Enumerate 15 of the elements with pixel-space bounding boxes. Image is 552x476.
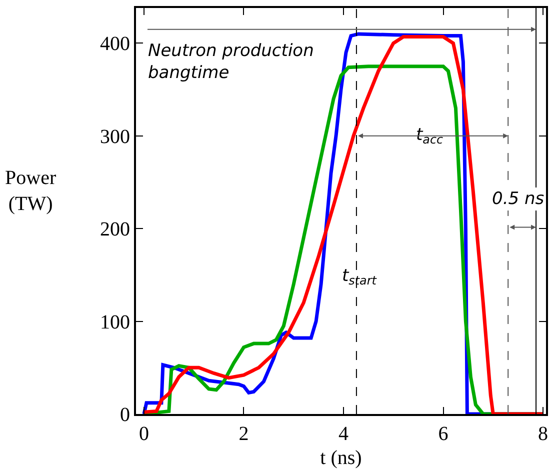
- x-tick-label: 0: [138, 423, 149, 445]
- y-tick-label: 400: [100, 33, 130, 56]
- x-tick-label: 6: [438, 423, 448, 445]
- y-axis-title: Power (TW): [5, 167, 56, 215]
- x-axis-title: t (ns): [320, 447, 362, 469]
- y-tick-label: 300: [100, 126, 130, 148]
- x-tick-label: 4: [338, 423, 348, 445]
- annotation: 0.5 ns: [492, 189, 544, 209]
- y-tick-label: 0: [120, 404, 130, 426]
- x-tick-label: 2: [238, 423, 249, 445]
- annotation: t$_{start}$: [342, 266, 378, 288]
- y-tick-label: 200: [100, 218, 130, 241]
- annotation: Neutron production bangtime: [148, 41, 314, 84]
- x-tick-label: 8: [538, 423, 548, 445]
- y-tick-label: 100: [100, 311, 130, 334]
